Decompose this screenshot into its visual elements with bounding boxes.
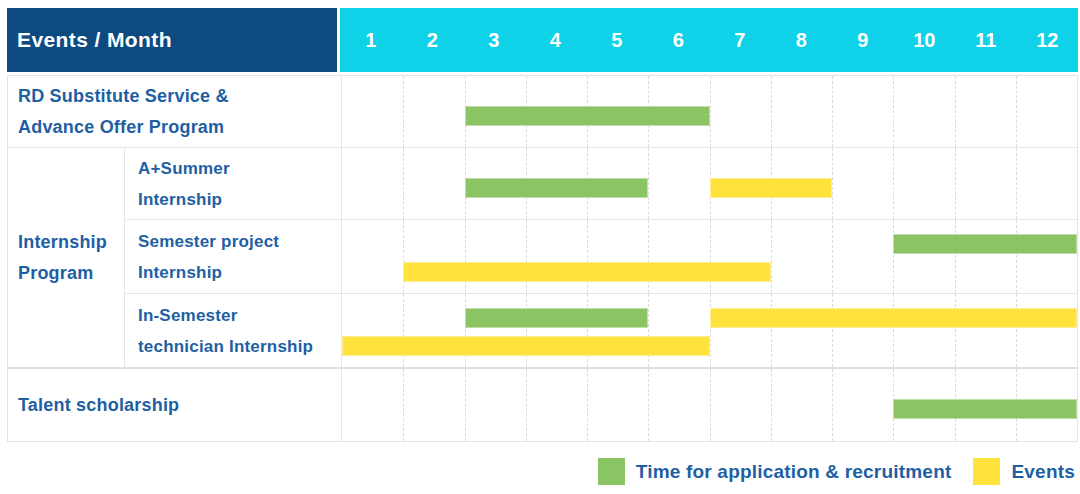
month-gridline	[403, 76, 404, 147]
month-gridline	[465, 220, 466, 293]
month-gridline	[526, 369, 527, 441]
gantt-bar-application	[465, 106, 710, 126]
gantt-bar-application	[893, 399, 1077, 419]
month-gridline	[710, 76, 711, 147]
month-header-cell: 10	[894, 8, 956, 72]
month-gridline	[832, 369, 833, 441]
month-gridline	[832, 148, 833, 219]
gantt-bar-events	[710, 308, 1078, 328]
month-gridline	[648, 220, 649, 293]
row-track-semester-project	[341, 220, 1077, 293]
row-label-in-semester: In-Semester technician Internship	[125, 294, 341, 367]
internship-program-section: Internship Program A+Summer Internship S…	[8, 148, 1077, 369]
month-header-cell: 6	[648, 8, 710, 72]
month-gridline	[587, 369, 588, 441]
month-gridline	[1016, 76, 1017, 147]
month-gridline	[771, 294, 772, 367]
month-header-cell: 9	[832, 8, 894, 72]
month-gridline	[955, 76, 956, 147]
month-header-cell: 3	[463, 8, 525, 72]
month-gridline	[832, 76, 833, 147]
row-talent-scholarship: Talent scholarship	[8, 369, 1077, 441]
row-track-rd-substitute	[341, 76, 1077, 147]
month-gridline	[771, 220, 772, 293]
month-gridline	[832, 220, 833, 293]
month-gridline	[1016, 294, 1017, 367]
month-header-cell: 4	[525, 8, 587, 72]
row-label-semester-project: Semester project Internship	[125, 220, 341, 293]
month-gridline	[403, 294, 404, 367]
month-gridline	[710, 294, 711, 367]
month-gridline	[1016, 220, 1017, 293]
month-gridline	[648, 369, 649, 441]
month-gridline	[955, 294, 956, 367]
schedule-table: Events / Month 123456789101112 RD Substi…	[7, 8, 1078, 442]
month-gridline	[526, 220, 527, 293]
month-gridline	[465, 294, 466, 367]
month-header-cell: 2	[402, 8, 464, 72]
month-header-cell: 11	[955, 8, 1017, 72]
row-label-talent-scholarship: Talent scholarship	[8, 369, 341, 441]
month-gridline	[955, 220, 956, 293]
gantt-bar-events	[342, 336, 710, 356]
month-gridline	[526, 294, 527, 367]
application-swatch-icon	[598, 458, 625, 485]
gantt-bar-events	[403, 262, 771, 282]
events-month-header: Events / Month	[7, 8, 340, 72]
gantt-schedule: Events / Month 123456789101112 RD Substi…	[0, 0, 1080, 494]
legend-label-application: Time for application & recruitment	[636, 461, 952, 483]
month-header-cell: 8	[771, 8, 833, 72]
row-label-rd-substitute: RD Substitute Service & Advance Offer Pr…	[8, 76, 341, 147]
month-header-cell: 5	[586, 8, 648, 72]
table-header-row: Events / Month 123456789101112	[7, 8, 1078, 72]
month-gridline	[587, 220, 588, 293]
gantt-bar-application	[465, 308, 649, 328]
month-header: 123456789101112	[340, 8, 1078, 72]
gantt-bar-events	[710, 178, 833, 198]
month-gridline	[893, 220, 894, 293]
row-label-a-summer: A+Summer Internship	[125, 148, 341, 219]
month-gridline	[1016, 148, 1017, 219]
month-gridline	[403, 220, 404, 293]
row-rd-substitute: RD Substitute Service & Advance Offer Pr…	[8, 76, 1077, 148]
month-gridline	[403, 148, 404, 219]
month-gridline	[465, 369, 466, 441]
internship-program-rows: A+Summer Internship Semester project Int…	[125, 148, 1077, 367]
month-gridline	[648, 294, 649, 367]
month-header-cell: 12	[1017, 8, 1079, 72]
row-track-a-summer	[341, 148, 1077, 219]
month-header-cell: 1	[340, 8, 402, 72]
month-gridline	[710, 220, 711, 293]
month-gridline	[771, 369, 772, 441]
row-semester-project-internship: Semester project Internship	[125, 220, 1077, 294]
legend-label-events: Events	[1011, 461, 1075, 483]
legend-item-events: Events	[973, 458, 1075, 485]
row-track-talent-scholarship	[341, 369, 1077, 441]
events-swatch-icon	[973, 458, 1000, 485]
month-header-cell: 7	[709, 8, 771, 72]
month-gridline	[648, 148, 649, 219]
row-track-in-semester	[341, 294, 1077, 367]
month-gridline	[832, 294, 833, 367]
month-gridline	[893, 148, 894, 219]
month-gridline	[771, 76, 772, 147]
month-gridline	[403, 369, 404, 441]
legend: Time for application & recruitment Event…	[598, 458, 1075, 485]
row-in-semester-internship: In-Semester technician Internship	[125, 294, 1077, 367]
month-gridline	[587, 294, 588, 367]
table-body: RD Substitute Service & Advance Offer Pr…	[7, 75, 1078, 442]
legend-item-application: Time for application & recruitment	[598, 458, 952, 485]
group-label-internship-program: Internship Program	[8, 148, 125, 367]
month-gridline	[893, 294, 894, 367]
gantt-bar-application	[893, 234, 1077, 254]
month-gridline	[893, 76, 894, 147]
gantt-bar-application	[465, 178, 649, 198]
month-gridline	[955, 148, 956, 219]
row-a-summer-internship: A+Summer Internship	[125, 148, 1077, 220]
month-gridline	[710, 369, 711, 441]
